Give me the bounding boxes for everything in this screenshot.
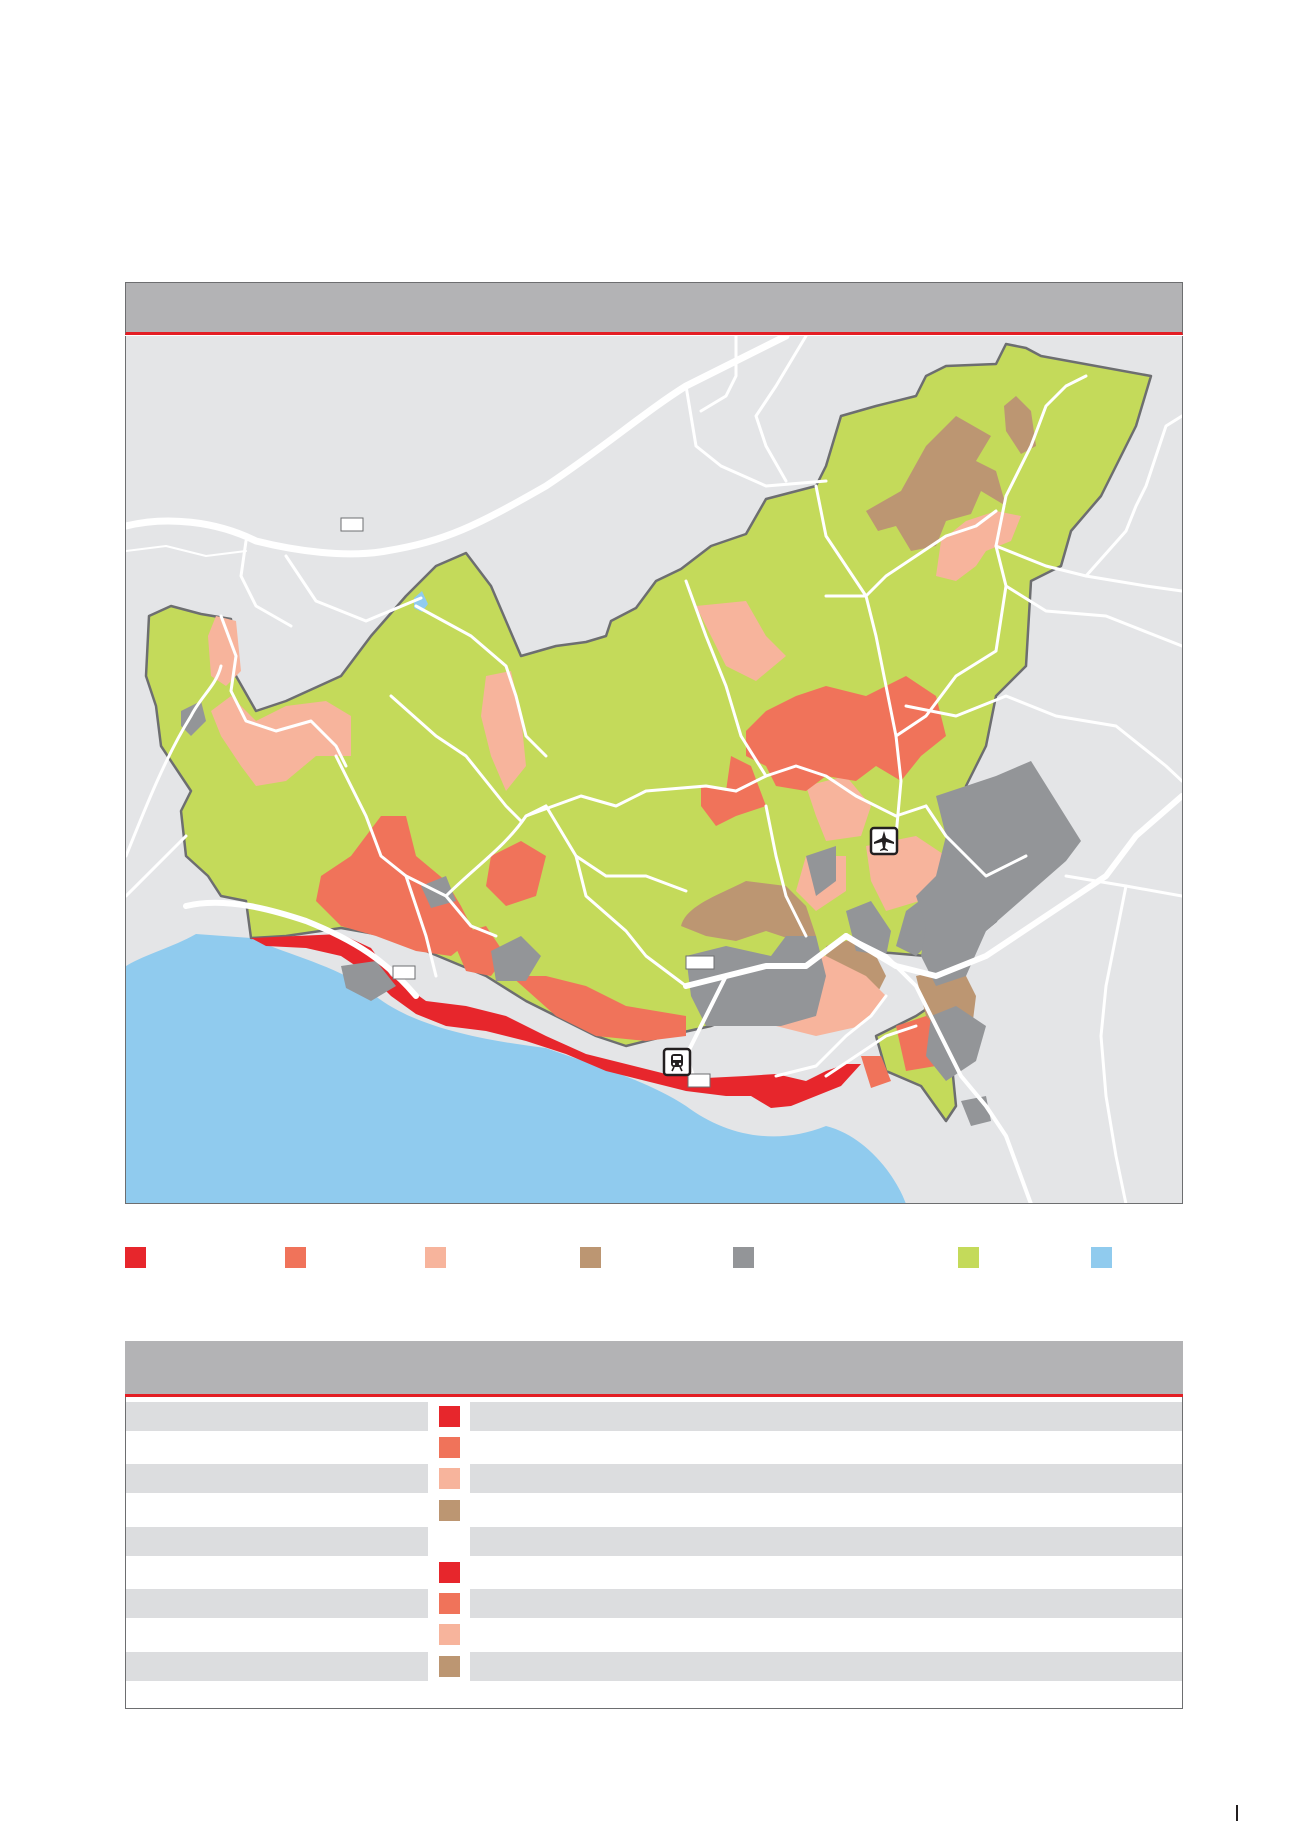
table-cell-label xyxy=(126,1620,428,1649)
page-number-marker xyxy=(1236,1805,1238,1821)
table-row xyxy=(126,1402,1182,1431)
map-panel-header xyxy=(125,282,1183,335)
table-color-swatch xyxy=(439,1499,460,1521)
table-row xyxy=(126,1526,1182,1556)
legend-swatch-red xyxy=(125,1247,146,1268)
legend-swatch-blue xyxy=(1091,1247,1112,1268)
table-color-swatch xyxy=(439,1655,460,1677)
table-cell-value xyxy=(470,1496,1182,1525)
table-row xyxy=(126,1558,1182,1587)
table-cell-label xyxy=(126,1433,428,1462)
legend-swatch-salmon xyxy=(425,1247,446,1268)
table-row xyxy=(126,1433,1182,1462)
table-cell-value xyxy=(470,1589,1182,1619)
map-canvas xyxy=(126,336,1182,1203)
road-shield-2 xyxy=(392,965,416,980)
table-row xyxy=(126,1464,1182,1494)
table-cell-value xyxy=(470,1558,1182,1587)
table-cell-value xyxy=(470,1402,1182,1431)
legend-swatch-orange-red xyxy=(285,1247,306,1268)
legend-swatch-green xyxy=(958,1247,979,1268)
table-cell-swatch xyxy=(428,1527,470,1556)
table-cell-swatch xyxy=(428,1433,470,1462)
summary-table xyxy=(125,1341,1183,1709)
orange-red-areas xyxy=(316,676,946,1088)
table-cell-swatch xyxy=(428,1620,470,1649)
table-cell-swatch xyxy=(428,1464,470,1493)
table-cell-swatch xyxy=(428,1496,470,1525)
road-shield-1 xyxy=(340,517,364,532)
table-cell-label xyxy=(126,1496,428,1525)
table-cell-value xyxy=(470,1526,1182,1556)
table-color-swatch xyxy=(439,1562,460,1583)
table-row xyxy=(126,1589,1182,1619)
table-row xyxy=(126,1620,1182,1649)
airport-icon[interactable] xyxy=(869,826,899,856)
table-cell-swatch xyxy=(428,1589,470,1618)
road-shield-3 xyxy=(685,955,715,970)
table-cell-value xyxy=(470,1620,1182,1649)
map-legend xyxy=(0,1247,1300,1271)
table-color-swatch xyxy=(439,1624,460,1646)
road-network xyxy=(126,336,1182,1203)
table-color-swatch xyxy=(439,1468,460,1490)
table-cell-swatch xyxy=(428,1652,470,1681)
table-cell-label xyxy=(126,1464,428,1494)
table-cell-label xyxy=(126,1402,428,1431)
legend-swatch-grey xyxy=(733,1247,754,1268)
table-color-swatch xyxy=(439,1406,460,1427)
table-cell-label xyxy=(126,1526,428,1556)
table-cell-value xyxy=(470,1651,1182,1681)
table-cell-label xyxy=(126,1558,428,1587)
table-color-swatch xyxy=(439,1437,460,1459)
table-cell-swatch xyxy=(428,1558,470,1587)
sea-area xyxy=(126,934,906,1203)
road-shields xyxy=(340,517,715,1088)
road-shield-4 xyxy=(687,1073,711,1088)
train-station-icon[interactable] xyxy=(662,1047,692,1077)
table-cell-value xyxy=(470,1464,1182,1494)
table-cell-label xyxy=(126,1589,428,1619)
table-cell-label xyxy=(126,1651,428,1681)
red-coastal-area xyxy=(251,934,861,1108)
summary-table-header xyxy=(125,1341,1183,1397)
map-panel xyxy=(125,336,1183,1204)
table-cell-value xyxy=(470,1433,1182,1462)
table-row xyxy=(126,1651,1182,1681)
legend-swatch-tan xyxy=(580,1247,601,1268)
table-row xyxy=(126,1496,1182,1525)
table-cell-swatch xyxy=(428,1402,470,1431)
table-color-swatch xyxy=(439,1593,460,1615)
